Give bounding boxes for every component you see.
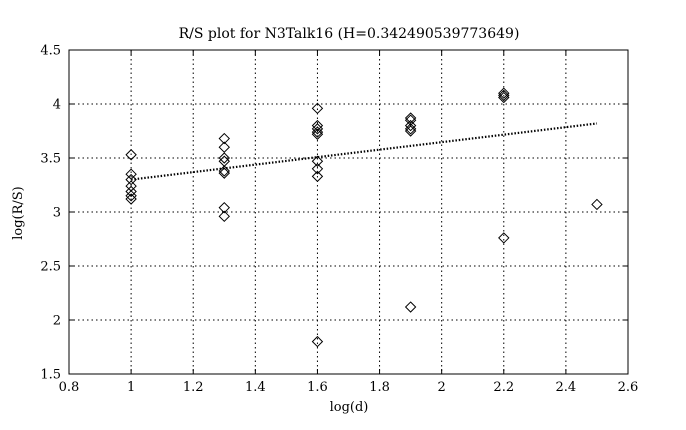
- x-tick-label: 2.4: [556, 380, 577, 395]
- x-tick-label: 1.6: [307, 380, 328, 395]
- y-tick-label: 1.5: [40, 368, 61, 383]
- data-point-diamond: [311, 335, 324, 348]
- data-point-diamond: [498, 87, 510, 99]
- x-axis-label: log(d): [330, 400, 369, 415]
- x-tick-label: 1: [127, 380, 135, 395]
- data-point-diamond: [218, 152, 230, 164]
- x-tick-label: 1.8: [369, 380, 390, 395]
- data-point-diamond: [404, 123, 417, 135]
- data-point-diamond: [311, 126, 324, 138]
- x-tick-label: 1.2: [183, 380, 204, 395]
- data-point-diamond: [125, 185, 137, 198]
- data-point-diamond: [311, 170, 324, 183]
- axis-ticks: 0.8 1 1.2 1.4 1.6 1.8 2 2.2 2.4 2.6 1.5 2 2.5 3 3.5 4 4.…: [40, 44, 638, 396]
- data-point-diamond: [218, 165, 230, 177]
- data-point-diamond: [404, 301, 417, 313]
- y-tick-label: 3: [53, 206, 61, 221]
- data-point-diamond: [498, 91, 510, 104]
- x-tick-label: 2: [438, 380, 446, 395]
- data-point-diamond: [404, 119, 417, 132]
- data-point-diamond: [125, 193, 137, 205]
- data-point-diamond: [404, 112, 417, 124]
- data-points: [125, 87, 603, 348]
- fit-line: [130, 122, 598, 181]
- data-point-diamond: [498, 89, 510, 102]
- chart-title: R/S plot for N3Talk16 (H=0.3424905397736…: [179, 26, 520, 42]
- data-point-diamond: [404, 125, 417, 137]
- x-tick-label: 2.2: [493, 380, 514, 395]
- regression-line: [130, 122, 598, 181]
- data-point-diamond: [218, 167, 230, 179]
- y-tick-label: 3.5: [40, 152, 61, 167]
- data-point-diamond: [311, 123, 324, 135]
- y-axis-label: log(R/S): [11, 186, 26, 240]
- data-point-diamond: [218, 201, 230, 214]
- data-point-diamond: [311, 119, 324, 132]
- y-tick-label: 4.5: [40, 44, 61, 59]
- y-tick-label: 2: [53, 314, 61, 329]
- data-point-diamond: [125, 149, 137, 161]
- data-point-diamond: [591, 198, 603, 211]
- x-tick-label: 0.8: [59, 380, 80, 395]
- x-tick-label: 2.6: [618, 380, 639, 395]
- data-point-diamond: [218, 210, 230, 223]
- data-point-diamond: [498, 232, 510, 244]
- y-tick-label: 2.5: [40, 260, 61, 275]
- data-point-diamond: [218, 141, 230, 153]
- data-point-diamond: [125, 173, 137, 186]
- data-point-diamond: [125, 168, 137, 180]
- data-point-diamond: [125, 190, 137, 202]
- data-point-diamond: [311, 128, 324, 140]
- y-tick-label: 4: [53, 98, 61, 113]
- data-point-diamond: [311, 163, 324, 175]
- grid-lines: [69, 50, 628, 374]
- data-point-diamond: [311, 102, 324, 115]
- data-point-diamond: [218, 132, 230, 145]
- x-tick-label: 1.4: [245, 380, 266, 395]
- data-point-diamond: [404, 114, 417, 126]
- data-point-diamond: [311, 155, 324, 167]
